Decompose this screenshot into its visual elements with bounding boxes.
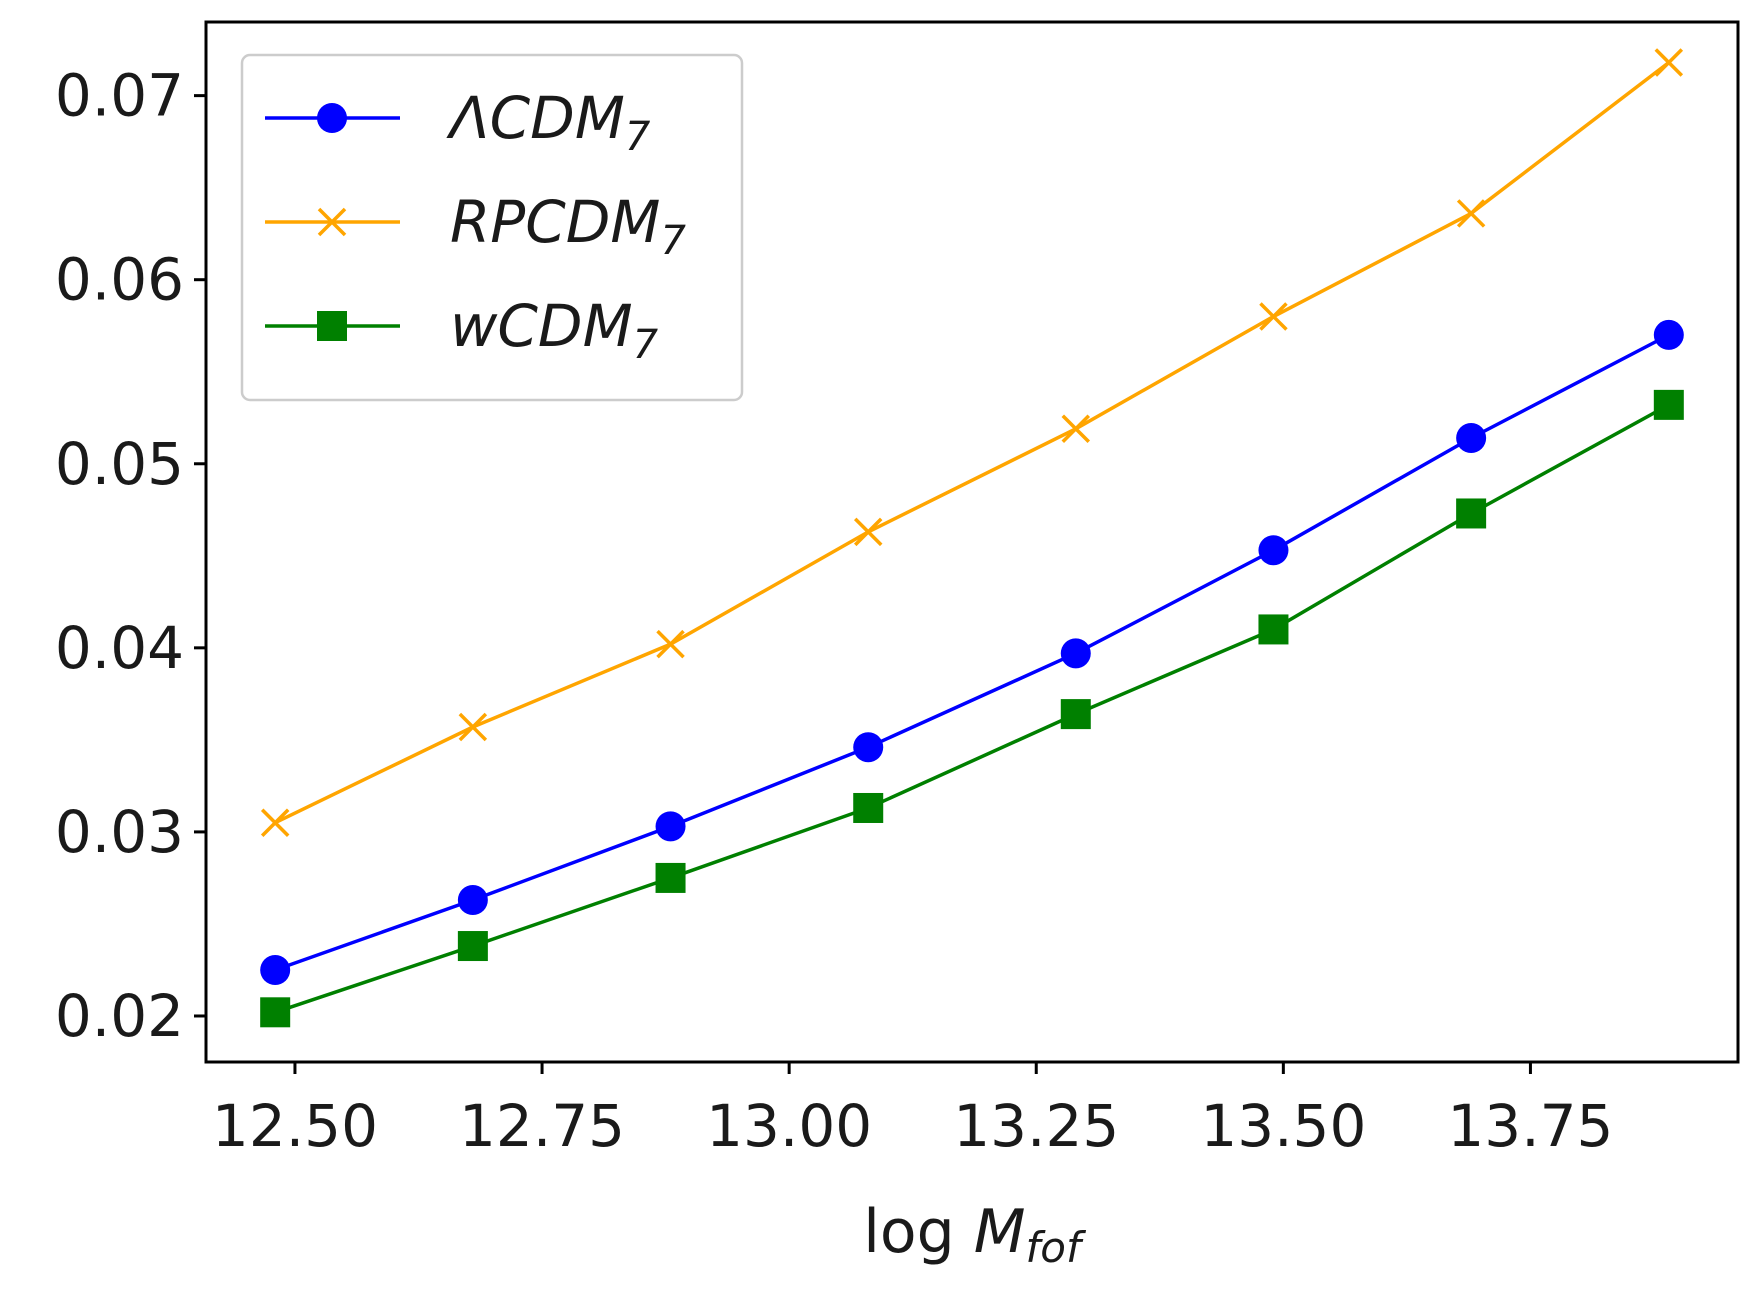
- x-tick-label: 13.50: [1200, 1092, 1366, 1160]
- data-point-lcdm: [1456, 423, 1487, 453]
- x-tick-label: 13.00: [706, 1092, 872, 1160]
- data-point-wcdm: [655, 862, 686, 893]
- data-point-lcdm: [457, 885, 488, 916]
- y-tick-label: 0.05: [55, 430, 184, 498]
- series-line-wcdm: [274, 403, 1670, 1014]
- legend-item-rpcdm: RPCDM7: [265, 188, 686, 264]
- data-point-wcdm: [1653, 389, 1684, 420]
- plot-frame: [204, 20, 1740, 1064]
- data-point-rpcdm: [1259, 302, 1288, 331]
- data-point-wcdm: [1456, 498, 1487, 529]
- data-point-lcdm: [1060, 638, 1091, 669]
- x-axis-label-var: M: [974, 1197, 1026, 1267]
- legend-item-lcdm: ΛCDM7: [265, 84, 651, 160]
- series-line-lcdm: [274, 333, 1670, 972]
- data-point-lcdm: [1653, 319, 1684, 350]
- x-axis-label-main: log: [863, 1197, 974, 1267]
- legend-label: wCDM7: [450, 292, 659, 368]
- series-wcdm: [260, 389, 1684, 1028]
- y-tick-label: 0.06: [55, 246, 184, 314]
- legend-item-wcdm: wCDM7: [265, 292, 659, 368]
- legend-marker: [317, 103, 347, 133]
- series-lcdm: [260, 319, 1684, 985]
- data-point-wcdm: [457, 931, 488, 962]
- x-tick-label: 13.75: [1447, 1092, 1613, 1160]
- y-tick-label: 0.03: [55, 798, 184, 866]
- y-tick-label: 0.07: [55, 62, 184, 130]
- legend-label: ΛCDM7: [446, 84, 651, 160]
- series-rpcdm: [260, 48, 1684, 837]
- data-point-rpcdm: [656, 629, 685, 659]
- data-point-rpcdm: [458, 712, 488, 742]
- data-point-wcdm: [260, 997, 291, 1028]
- data-point-lcdm: [853, 732, 884, 763]
- data-point-rpcdm: [1654, 48, 1684, 77]
- legend: ΛCDM7 RPCDM7 wCDM7: [240, 53, 744, 402]
- data-point-lcdm: [655, 811, 686, 842]
- data-point-lcdm: [1258, 535, 1289, 566]
- series-layer: [260, 48, 1684, 1028]
- x-axis-label-sub: fof: [1026, 1223, 1087, 1272]
- data-point-lcdm: [260, 954, 291, 985]
- x-axis-label: log Mfof: [863, 1197, 1087, 1272]
- x-tick-label: 12.50: [212, 1092, 378, 1160]
- data-point-wcdm: [853, 792, 884, 823]
- series-line-rpcdm: [274, 61, 1670, 825]
- data-point-wcdm: [1258, 614, 1289, 645]
- data-point-wcdm: [1060, 699, 1091, 730]
- legend-box: [240, 53, 744, 402]
- x-tick-label: 12.75: [459, 1092, 625, 1160]
- data-point-rpcdm: [260, 808, 290, 837]
- legend-label: RPCDM7: [450, 188, 686, 264]
- data-point-rpcdm: [1456, 199, 1486, 228]
- axis-layer: 12.50 12.75 13.00 13.25 13.50 13.75 0.02 0.03 0.…: [55, 62, 1614, 1160]
- legend-marker: [317, 311, 347, 341]
- data-point-rpcdm: [853, 517, 883, 547]
- x-tick-label: 13.25: [953, 1092, 1119, 1160]
- y-tick-label: 0.04: [55, 614, 184, 682]
- y-tick-label: 0.02: [55, 982, 184, 1050]
- data-point-rpcdm: [1061, 414, 1091, 444]
- legend-marker: [317, 207, 347, 237]
